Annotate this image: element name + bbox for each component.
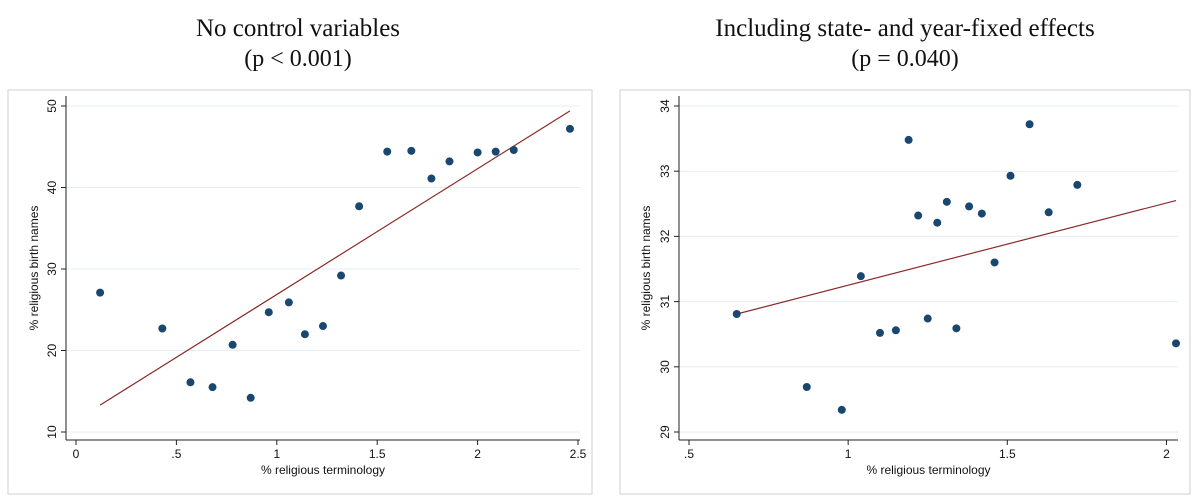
data-point (158, 324, 167, 333)
data-point (96, 288, 105, 297)
data-point (427, 174, 436, 183)
chart-panel-left: 10 20 30 40 50 0 .5 1 1.5 2 2.5 % religious termino… (7, 89, 593, 495)
y-tick-label: 40 (45, 181, 59, 195)
data-point (208, 383, 217, 392)
x-tick-label: 1.5 (999, 447, 1016, 461)
data-point (990, 258, 999, 267)
y-tick-label: 10 (45, 425, 59, 439)
x-tick-label: 1 (845, 447, 852, 461)
chart-panel-right: 29 30 31 32 33 34 .5 1 1.5 2 % religious terminolo… (619, 89, 1191, 495)
y-tick-label: 30 (45, 262, 59, 276)
plot-frame-left (7, 89, 593, 495)
data-point (355, 202, 364, 211)
fit-line-left (99, 110, 571, 406)
data-point (856, 272, 865, 281)
chart-title-right-text: Including state- and year-fixed effects (715, 15, 1095, 42)
data-point (802, 383, 811, 392)
data-point (1025, 120, 1034, 129)
fit-line-right (736, 199, 1177, 315)
data-point (264, 308, 273, 317)
data-point (875, 328, 884, 337)
data-point (923, 314, 932, 323)
data-point (300, 330, 309, 339)
data-point (977, 209, 986, 218)
chart-title-left-text: No control variables (195, 15, 401, 42)
x-axis-title-right: % religious terminology (866, 463, 990, 477)
data-point (445, 157, 454, 166)
data-point (246, 393, 255, 402)
x-tick-label: 1 (273, 447, 280, 461)
data-point (891, 326, 900, 335)
x-tick-label: 1.5 (369, 447, 386, 461)
data-point (228, 340, 237, 349)
y-tick-label: 32 (658, 229, 672, 243)
chart-subtitle-right: (p = 0.040) (851, 46, 959, 72)
data-point (942, 197, 951, 206)
data-point (952, 324, 961, 333)
data-point (965, 202, 974, 211)
data-point (1172, 339, 1180, 348)
data-point (1044, 208, 1053, 217)
data-point (837, 405, 846, 414)
data-point (383, 147, 392, 156)
chart-subtitle-left: (p < 0.001) (244, 46, 352, 72)
chart-title-left: No control variables (p < 0.001) (8, 14, 588, 74)
x-tick-label: 0 (73, 447, 80, 461)
data-point (904, 135, 913, 144)
data-point (491, 147, 500, 156)
data-point (284, 298, 293, 307)
x-tick-label: .5 (684, 447, 694, 461)
y-tick-label: 50 (45, 99, 59, 113)
data-point (1006, 171, 1015, 180)
y-tick-label: 29 (658, 425, 672, 439)
data-point (473, 148, 482, 157)
x-tick-label: 2 (1163, 447, 1170, 461)
y-tick-label: 20 (45, 344, 59, 358)
data-point (1073, 180, 1082, 189)
data-point (337, 271, 346, 280)
data-point (318, 322, 327, 331)
chart-title-right: Including state- and year-fixed effects … (620, 14, 1190, 74)
y-tick-label: 34 (658, 99, 672, 113)
data-point (732, 309, 741, 318)
data-point (565, 124, 574, 133)
x-tick-label: 2.5 (570, 447, 587, 461)
x-tick-label: .5 (171, 447, 181, 461)
y-tick-label: 31 (658, 295, 672, 309)
data-point (186, 378, 195, 387)
data-point (509, 146, 518, 155)
y-tick-label: 30 (658, 360, 672, 374)
y-axis-title-right: % religious birth names (639, 206, 653, 331)
x-axis-title-left: % religious terminology (261, 463, 385, 477)
data-point (933, 218, 942, 227)
x-tick-label: 2 (474, 447, 481, 461)
y-tick-label: 33 (658, 164, 672, 178)
y-axis-title-left: % religious birth names (27, 206, 41, 331)
data-point (407, 146, 416, 155)
plot-frame-right (619, 89, 1191, 495)
data-point (914, 211, 923, 220)
